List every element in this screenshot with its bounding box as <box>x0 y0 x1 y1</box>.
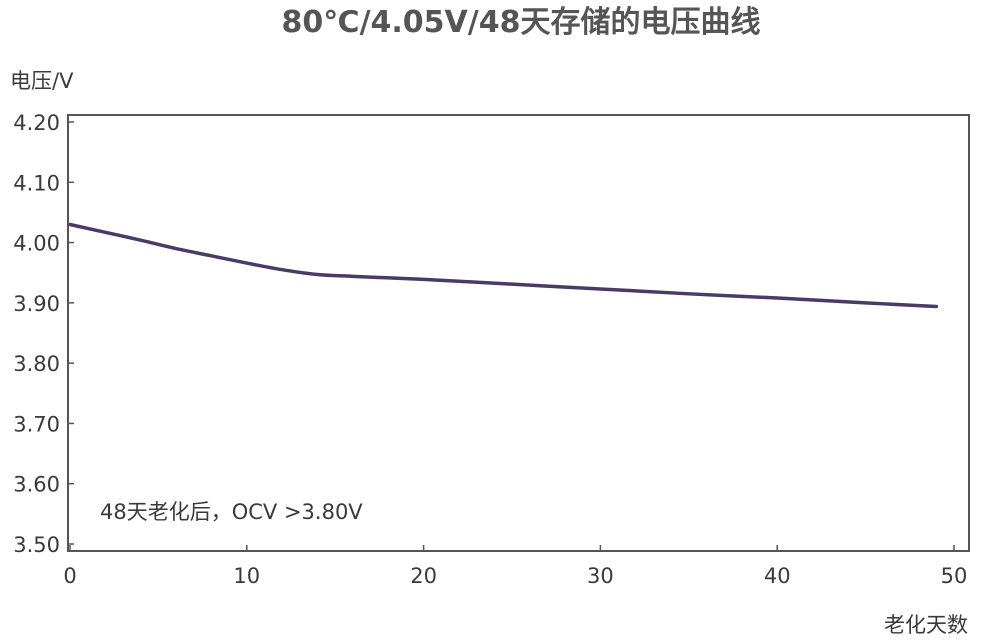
y-tick-label: 4.20 <box>13 111 60 135</box>
y-tick-label: 3.80 <box>13 352 60 376</box>
chart-title: 80℃/4.05V/48天存储的电压曲线 <box>282 5 761 40</box>
y-axis-label: 电压/V <box>10 69 74 93</box>
y-tick-label: 3.90 <box>13 292 60 316</box>
y-tick-label: 3.50 <box>13 533 60 557</box>
x-tick-label: 10 <box>233 564 260 588</box>
y-tick-label: 4.00 <box>13 232 60 256</box>
x-tick-label: 20 <box>410 564 437 588</box>
x-axis-ticks: 0 10 20 30 40 50 <box>63 545 967 588</box>
x-axis-label: 老化天数 <box>884 613 968 637</box>
y-tick-label: 3.70 <box>13 412 60 436</box>
y-axis-ticks: 4.20 4.10 4.00 3.90 3.80 3.70 3.60 3.50 <box>13 111 74 557</box>
series-group <box>68 222 939 309</box>
voltage-series-line <box>68 222 939 309</box>
annotation: 48天老化后，OCV >3.80V <box>100 500 363 524</box>
y-tick-label: 4.10 <box>13 171 60 195</box>
y-tick-label: 3.60 <box>13 473 60 497</box>
x-tick-label: 50 <box>941 564 968 588</box>
plot-frame <box>67 114 970 552</box>
x-tick-label: 30 <box>587 564 614 588</box>
x-tick-label: 40 <box>764 564 791 588</box>
x-tick-label: 0 <box>63 564 76 588</box>
